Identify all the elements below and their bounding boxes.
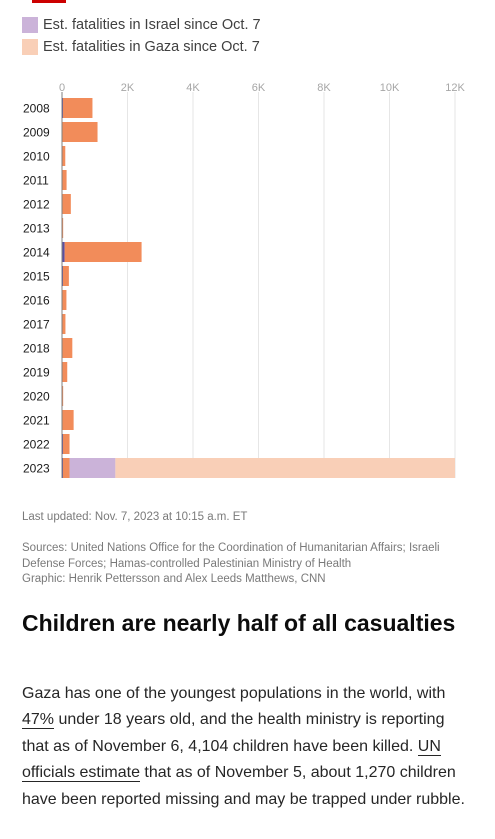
bar-2013-s1 bbox=[62, 218, 64, 238]
y-tick-label-2018: 2018 bbox=[23, 342, 50, 356]
chart-legend: Est. fatalities in Israel since Oct. 7 E… bbox=[22, 14, 261, 58]
x-tick-label-4: 8K bbox=[317, 82, 331, 94]
y-tick-label-2017: 2017 bbox=[23, 318, 50, 332]
y-tick-label-2016: 2016 bbox=[23, 294, 50, 308]
y-tick-label-2019: 2019 bbox=[23, 366, 50, 380]
y-tick-label-2012: 2012 bbox=[23, 198, 50, 212]
bar-2023-s1 bbox=[62, 458, 70, 478]
legend-swatch-gaza bbox=[22, 39, 38, 55]
y-tick-label-2010: 2010 bbox=[23, 150, 50, 164]
bar-2022-s1 bbox=[62, 434, 70, 454]
bar-2015-s1 bbox=[62, 266, 69, 286]
bar-2019-s1 bbox=[62, 362, 68, 382]
y-tick-label-2020: 2020 bbox=[23, 390, 50, 404]
article-paragraph: Gaza has one of the youngest populations… bbox=[22, 681, 472, 813]
legend-label-gaza: Est. fatalities in Gaza since Oct. 7 bbox=[43, 39, 260, 55]
bar-2018-s1 bbox=[62, 338, 73, 358]
fatalities-bar-chart: 0 2K 4K 6K 8K 10K 12K 2008 2009 2010 2011 2012 2013 2… bbox=[23, 82, 465, 478]
x-tick-label-3: 6K bbox=[252, 82, 266, 94]
bar-2014-s1 bbox=[64, 242, 142, 262]
y-tick-label-2015: 2015 bbox=[23, 270, 50, 284]
legend-item-israel: Est. fatalities in Israel since Oct. 7 bbox=[22, 14, 261, 36]
last-updated: Last updated: Nov. 7, 2023 at 10:15 a.m.… bbox=[22, 511, 248, 523]
chart-credits: Sources: United Nations Office for the C… bbox=[22, 541, 477, 588]
legend-swatch-israel bbox=[22, 17, 38, 33]
x-tick-label-0: 0 bbox=[59, 82, 65, 94]
legend-item-gaza: Est. fatalities in Gaza since Oct. 7 bbox=[22, 36, 261, 58]
bar-2012-s1 bbox=[62, 194, 71, 214]
bar-2011-s1 bbox=[62, 170, 67, 190]
bar-2020-s1 bbox=[62, 386, 64, 406]
bar-2017-s1 bbox=[62, 314, 66, 334]
bar-2021-s1 bbox=[62, 410, 74, 430]
bar-2010-s1 bbox=[62, 146, 66, 166]
paragraph-text-3: that as of November 5, about 1,270 child… bbox=[22, 764, 465, 808]
x-tick-label-2: 4K bbox=[186, 82, 200, 94]
paragraph-text-2: under 18 years old, and the health minis… bbox=[22, 711, 445, 755]
y-tick-label-2009: 2009 bbox=[23, 126, 50, 140]
legend-label-israel: Est. fatalities in Israel since Oct. 7 bbox=[43, 17, 261, 33]
y-tick-label-2021: 2021 bbox=[23, 414, 50, 428]
bar-2009-s1 bbox=[62, 122, 98, 142]
y-tick-label-2011: 2011 bbox=[23, 174, 49, 188]
link-47-percent[interactable]: 47% bbox=[22, 711, 55, 730]
bar-2008-s1 bbox=[62, 98, 93, 118]
x-tick-label-6: 12K bbox=[445, 82, 465, 94]
y-tick-label-2008: 2008 bbox=[23, 102, 50, 116]
bar-2023-s2 bbox=[69, 458, 116, 478]
bar-2016-s1 bbox=[62, 290, 67, 310]
y-tick-label-2013: 2013 bbox=[23, 222, 50, 236]
x-tick-label-1: 2K bbox=[121, 82, 135, 94]
bar-2014-s0 bbox=[62, 242, 65, 262]
link-un-officials-estimate[interactable]: UN officials estimate bbox=[22, 737, 441, 783]
y-tick-label-2022: 2022 bbox=[23, 438, 50, 452]
paragraph-text-1: Gaza has one of the youngest populations… bbox=[22, 685, 446, 702]
bar-2023-s3 bbox=[115, 458, 455, 478]
sources-text: Sources: United Nations Office for the C… bbox=[22, 542, 440, 570]
section-heading: Children are nearly half of all casualti… bbox=[22, 610, 456, 636]
graphic-credit: Graphic: Henrik Pettersson and Alex Leed… bbox=[22, 573, 326, 585]
x-tick-label-5: 10K bbox=[380, 82, 400, 94]
y-tick-label-2014: 2014 bbox=[23, 246, 50, 260]
y-tick-label-2023: 2023 bbox=[23, 462, 50, 476]
brand-accent-bar bbox=[32, 0, 66, 3]
